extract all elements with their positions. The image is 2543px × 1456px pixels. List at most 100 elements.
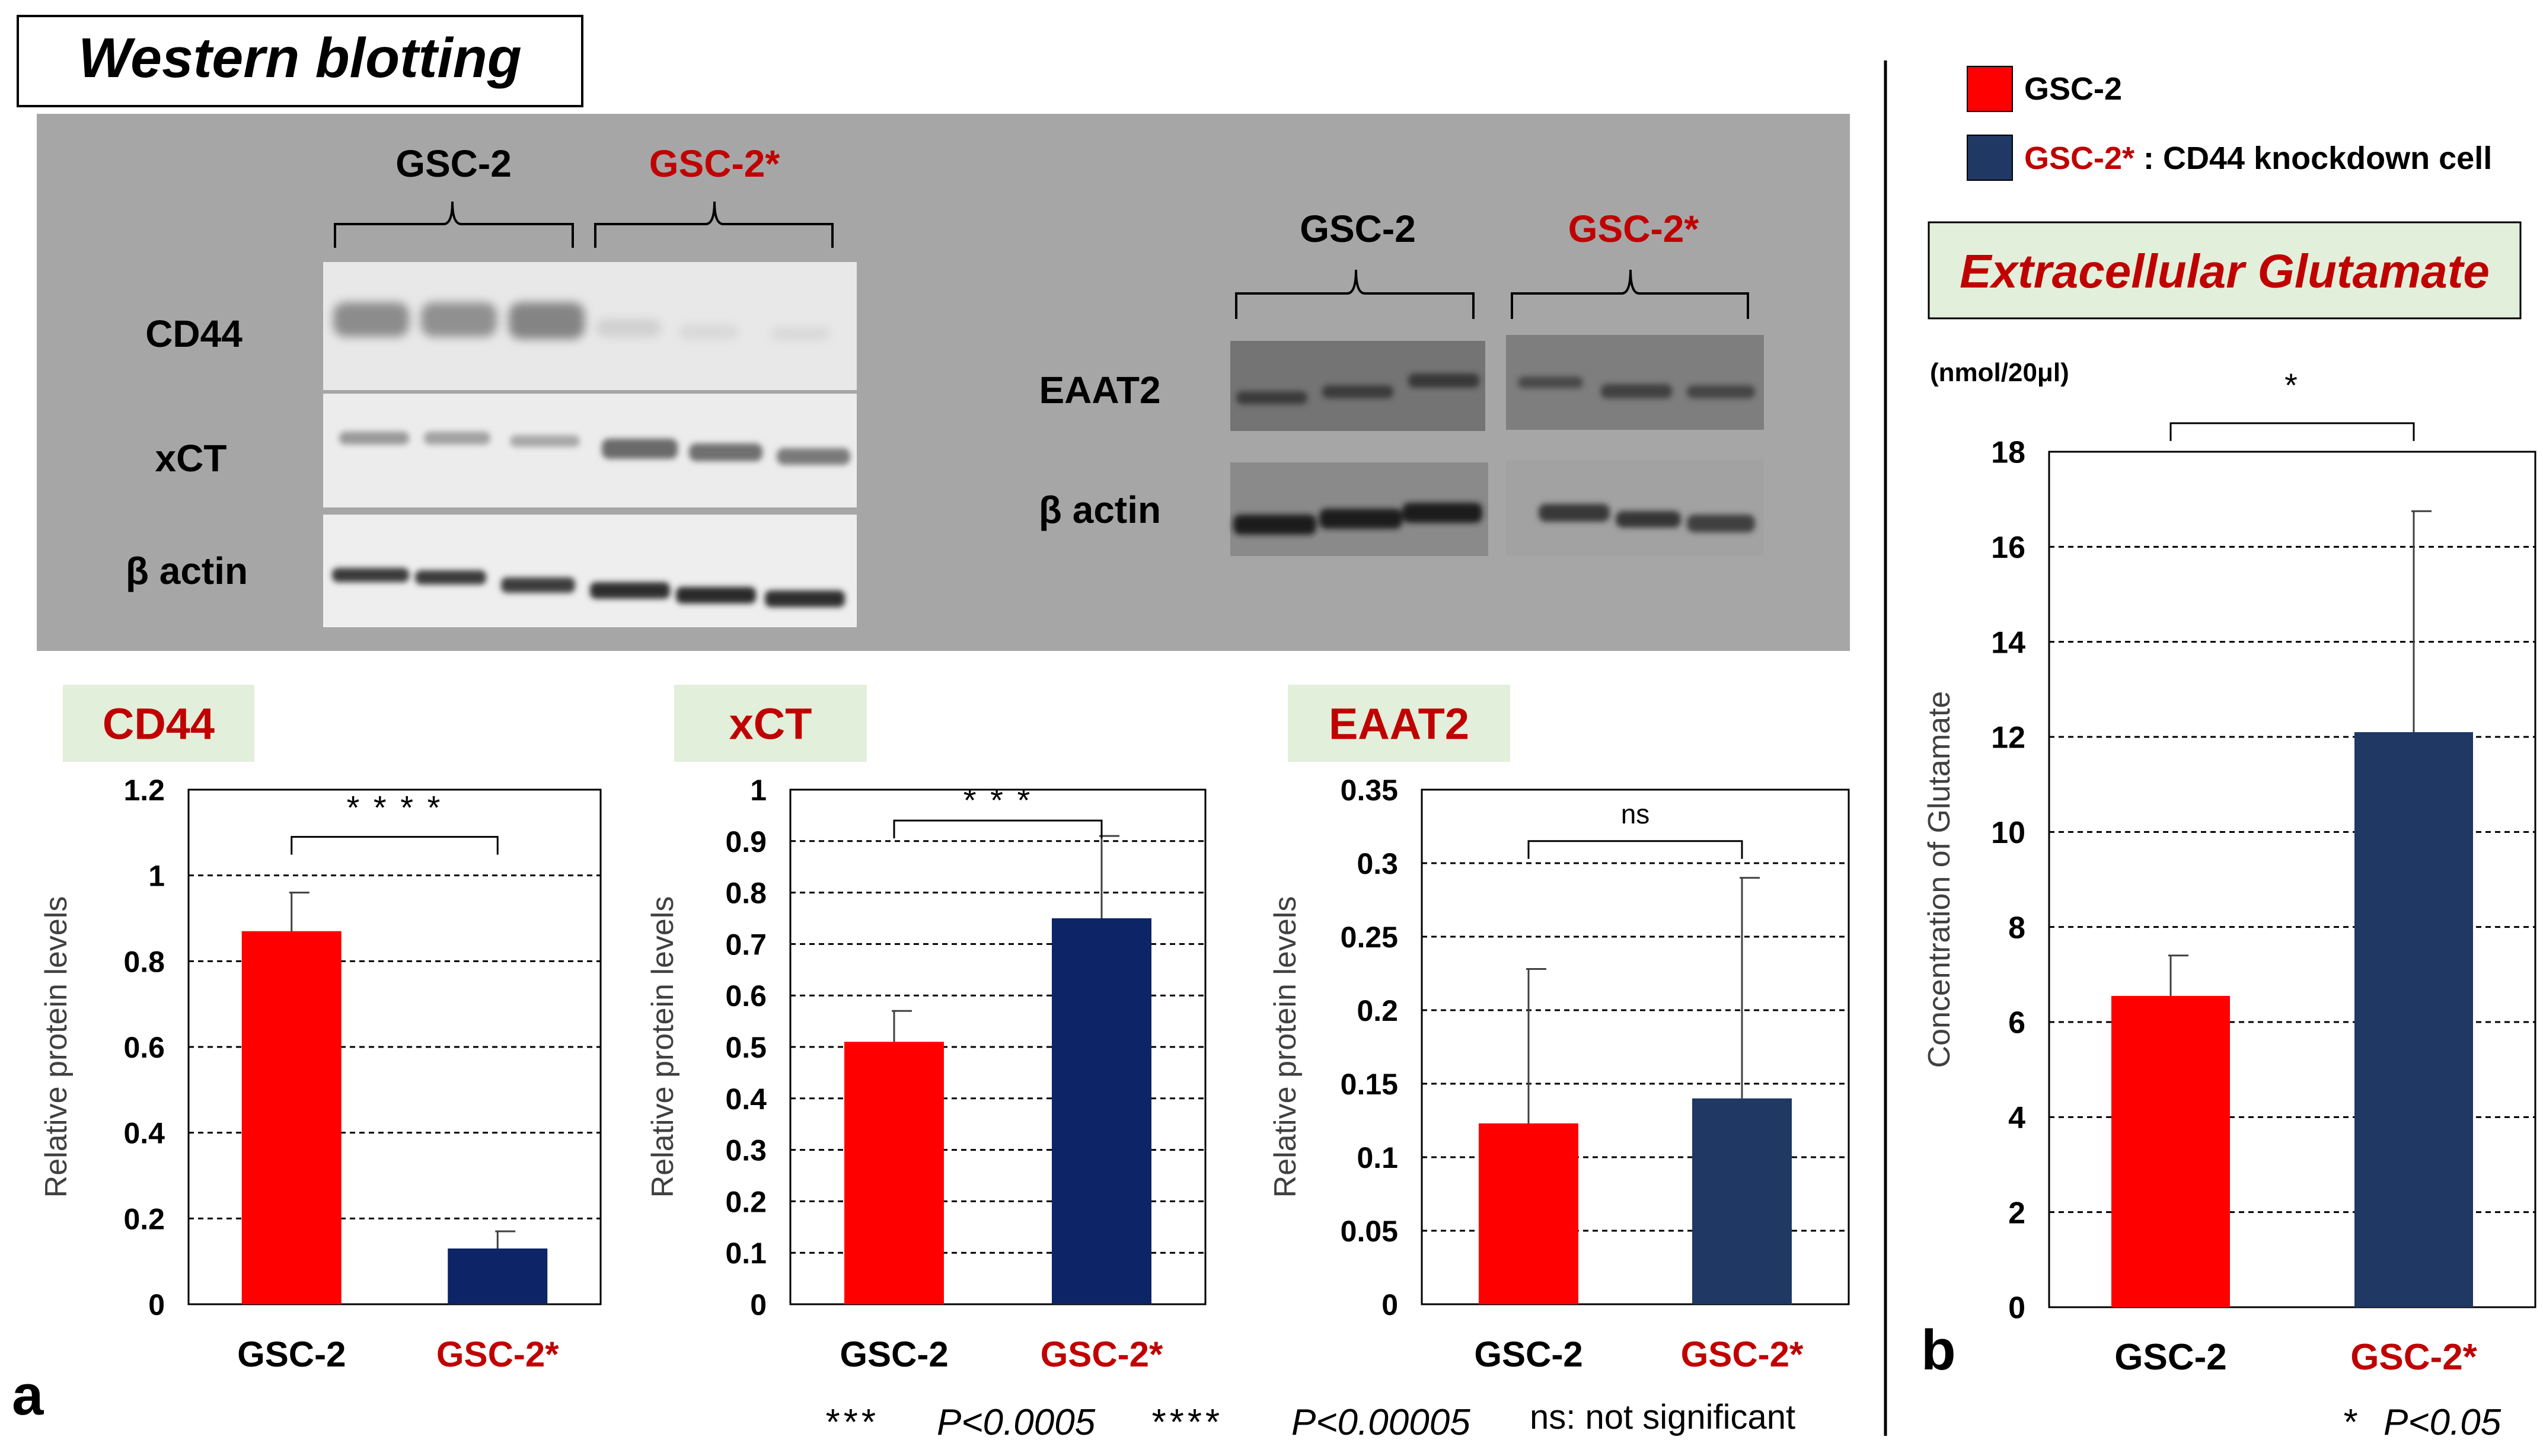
eaat2-title-box: [1288, 685, 1510, 762]
blot-left-bracket-1: [334, 201, 574, 248]
blot-row-label-beta-actin: β actin: [126, 550, 248, 592]
glutamate-y-axis-label: Concentration of Glutamate: [1922, 691, 1957, 1068]
legend-label-gsc2-star-name: GSC-2*: [2024, 141, 2134, 176]
eaat2-category-label: GSC-2*: [1681, 1334, 1804, 1374]
cd44-category-label: GSC-2: [237, 1334, 346, 1374]
blot-right-group-gsc2-star: GSC-2*: [1568, 207, 1699, 250]
blot-row-label-cd44: CD44: [145, 312, 243, 355]
footnote-stars-3: ***: [824, 1402, 878, 1443]
chart-xct: xCT 0 0.1 0.2 0.3 0.4 0.5 0.6 0.7 0.8 0.9 1 Relative…: [646, 685, 1207, 1374]
xct-bar-gsc2: [844, 1042, 944, 1304]
glutamate-y-tick-label: 14: [1991, 625, 2025, 660]
chart-cd44: CD44 0 0.2 0.4 0.6 0.8 1 1.2 Relative protein le…: [39, 685, 602, 1374]
blot-strip-cd44: [323, 262, 857, 390]
eaat2-y-tick-label: 0.25: [1341, 921, 1398, 954]
cd44-bar-gsc2-star: [448, 1248, 548, 1304]
chart-eaat2: EAAT2 0 0.05 0.1 0.15 0.2 0.25 0.3 0.35 Relative …: [1268, 685, 1850, 1374]
blot-right-group-gsc2: GSC-2: [1300, 207, 1416, 250]
xct-y-tick-label: 1: [750, 774, 767, 807]
blot-bands-xct: [339, 432, 850, 465]
glutamate-significance-bracket: [2169, 422, 2415, 441]
cd44-y-tick-label: 1: [148, 860, 165, 893]
eaat2-y-tick-label: 0.35: [1341, 774, 1398, 807]
glutamate-bar-gsc2-star: [2354, 732, 2473, 1307]
blot-bands-actin: [332, 568, 845, 607]
blot-row-label-xct: xCT: [155, 437, 227, 480]
legend-label-gsc2-star: GSC-2* : CD44 knockdown cell: [2024, 141, 2492, 176]
glutamate-y-tick-label: 4: [2008, 1101, 2025, 1135]
blot-bands-cd44: [333, 302, 830, 340]
eaat2-y-tick-label: 0.2: [1357, 994, 1398, 1027]
blot-strip-actin: [323, 515, 857, 627]
cd44-bar-gsc2: [241, 931, 342, 1304]
cd44-y-tick-label: 0.8: [123, 945, 165, 978]
xct-y-tick-label: 0.4: [725, 1083, 767, 1116]
eaat2-y-tick-label: 0.05: [1341, 1215, 1398, 1248]
cd44-title-box: [63, 685, 254, 762]
glutamate-title-box: [1928, 221, 2522, 320]
legend-swatch-gsc2: [1967, 66, 2013, 112]
blot-bands-actin-right: [1233, 503, 1755, 535]
eaat2-y-axis-label: Relative protein levels: [1268, 896, 1303, 1198]
cd44-chart-title: CD44: [103, 700, 215, 749]
xct-y-tick-label: 0.5: [725, 1031, 767, 1064]
glutamate-category-label: GSC-2: [2114, 1337, 2226, 1378]
eaat2-y-tick-label: 0: [1381, 1288, 1398, 1321]
panel-label-a: a: [12, 1364, 44, 1427]
blot-row-label-eaat2: EAAT2: [1039, 369, 1160, 411]
blot-bands-eaat2: [1236, 373, 1755, 404]
glutamate-y-tick-label: 12: [1991, 721, 2025, 755]
xct-bar-gsc2-star: [1052, 918, 1151, 1304]
footnote-stars-4: ****: [1150, 1402, 1222, 1443]
cd44-y-tick-label: 0.4: [123, 1117, 165, 1150]
cd44-y-tick-label: 1.2: [123, 774, 165, 807]
western-blot-panel: GSC-2 GSC-2* CD44 xCT β actin: [37, 114, 1850, 651]
xct-y-tick-label: 0.8: [725, 877, 767, 910]
xct-y-tick-label: 0.2: [725, 1185, 767, 1218]
glutamate-y-tick-label: 0: [2008, 1291, 2025, 1326]
footnote-p-0005: P<0.0005: [937, 1402, 1096, 1443]
cd44-y-tick-label: 0: [148, 1288, 165, 1321]
xct-significance-label: * * *: [963, 781, 1033, 819]
xct-y-tick-label: 0.9: [725, 825, 767, 858]
cd44-significance-label: * * * *: [347, 789, 443, 826]
cd44-significance-bracket: [291, 836, 499, 855]
xct-significance-bracket: [893, 819, 1103, 839]
glutamate-y-tick-label: 10: [1991, 816, 2025, 850]
xct-category-label: GSC-2*: [1041, 1334, 1163, 1374]
footnote-b-p: P<0.05: [2384, 1402, 2501, 1443]
footnote-ns: ns: not significant: [1530, 1398, 1795, 1436]
cd44-y-axis-label: Relative protein levels: [39, 896, 74, 1198]
eaat2-bar-gsc2: [1479, 1123, 1578, 1304]
footnote-b-star: *: [2342, 1402, 2357, 1443]
xct-y-tick-label: 0.7: [725, 928, 767, 961]
xct-title-box: [674, 685, 867, 762]
glutamate-y-tick-label: 18: [1991, 436, 2025, 470]
glutamate-y-tick-label: 16: [1991, 531, 2025, 565]
eaat2-y-tick-label: 0.15: [1341, 1068, 1398, 1101]
eaat2-significance-bracket: [1527, 840, 1743, 859]
cd44-plot-frame: [187, 788, 602, 1305]
western-title-box: [17, 15, 583, 107]
glutamate-bar-gsc2: [2111, 995, 2230, 1307]
xct-y-tick-label: 0.6: [725, 979, 767, 1013]
glutamate-y-tick-label: 6: [2008, 1006, 2025, 1040]
glutamate-y-tick-label: 2: [2008, 1196, 2025, 1230]
blot-left-bracket-2: [594, 201, 834, 248]
legend-label-gsc2: GSC-2: [2024, 71, 2122, 107]
eaat2-category-label: GSC-2: [1474, 1334, 1582, 1374]
eaat2-significance-label: ns: [1621, 799, 1650, 829]
western-title: Western blotting: [78, 27, 522, 90]
cd44-y-tick-label: 0.2: [123, 1202, 165, 1235]
eaat2-bar-gsc2-star: [1692, 1098, 1792, 1304]
glutamate-y-tick-label: 8: [2008, 911, 2025, 945]
xct-y-tick-label: 0: [750, 1288, 767, 1321]
cd44-y-tick-label: 0.6: [123, 1031, 165, 1064]
eaat2-plot-frame: [1421, 788, 1850, 1305]
chart-glutamate: Extracellular Glutamate (nmol/20μl) 0 2 4 6 8 1…: [1922, 221, 2536, 1378]
blot-right-bracket-2: [1511, 269, 1749, 319]
eaat2-chart-title: EAAT2: [1329, 700, 1469, 749]
eaat2-y-tick-label: 0.1: [1357, 1141, 1398, 1174]
blot-left-group-gsc2-star: GSC-2*: [649, 142, 780, 185]
